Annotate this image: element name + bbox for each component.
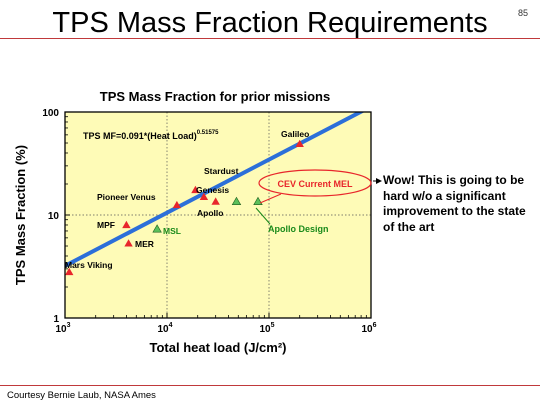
apollo-design-pointer [255,207,271,225]
y-axis-label: TPS Mass Fraction (%) [13,145,28,285]
point-label-mpf: MPF [97,220,115,230]
point-label-pioneer-venus: Pioneer Venus [97,192,156,202]
marker-mer [124,239,133,247]
x-tick-label: 104 [157,322,172,335]
slide-number: 85 [517,8,528,18]
y-tick-label: 10 [48,211,60,222]
credit-text: Courtesy Bernie Laub, NASA Ames [7,390,156,401]
x-tick-label: 103 [55,322,70,335]
point-labels: Mars Viking MPF MER Pioneer Venus Stardu… [65,129,309,270]
title-divider [0,38,540,39]
marker-apollo [211,197,220,205]
grid [65,112,371,318]
x-tick-label: 106 [361,322,376,335]
x-axis-label-text: Total heat load (J/cm²) [150,340,287,355]
point-label-genesis: Genesis [196,185,229,195]
marker-stardust [191,185,200,194]
point-label-galileo: Galileo [281,129,309,139]
point-label-msl: MSL [163,226,181,236]
comment-text: Wow! This is going to be hard w/o a sign… [383,173,526,234]
plot-frame [64,111,372,319]
point-label-mars-viking: Mars Viking [65,260,113,270]
marker-msl [152,224,162,233]
cev-current-mel-label: CEV Current MEL [277,179,353,189]
point-label-stardust: Stardust [204,166,239,176]
chart-title: TPS Mass Fraction for prior missions [100,89,330,104]
apollo-design-label: Apollo Design [268,224,329,234]
point-label-apollo: Apollo [197,208,223,218]
cev-callout-oval [258,169,372,197]
marker-galileo [295,139,304,148]
marker-cev-design-1 [231,196,242,206]
point-label-mer: MER [135,239,154,249]
slide-title: TPS Mass Fraction Requirements [52,7,488,39]
marker-pioneer-venus [172,200,182,209]
fit-equation-exponent: 0.51575 [197,130,219,136]
marker-mpf [122,220,131,229]
cev-pointer-line [259,193,282,204]
marker-genesis [199,192,209,201]
fit-line [65,112,365,268]
footer-divider [0,385,540,386]
x-tick-label: 105 [259,322,274,335]
fit-equation-prefix: TPS MF=0.091*(Heat Load) [83,131,197,141]
fit-equation: TPS MF=0.091*(Heat Load)0.51575 [83,130,219,141]
y-tick-label: 1 [53,314,59,325]
x-axis-label: Total heat load (J/cm²) [150,340,287,355]
marker-mars-viking [65,267,74,276]
plot-area [65,112,371,318]
y-tick-label: 100 [42,108,59,119]
